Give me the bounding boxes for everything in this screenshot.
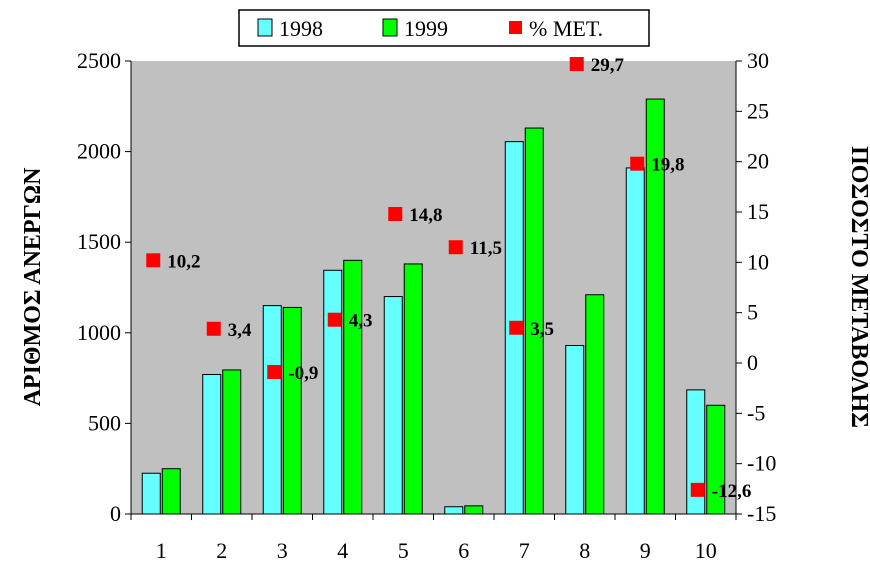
x-tick-label: 10: [695, 538, 717, 563]
bar-1998-9: [625, 167, 645, 515]
legend-label-pct: % ΜΕΤ.: [529, 16, 603, 41]
y2-tick-label: 0: [747, 350, 758, 375]
data-label-pct-4: 4,3: [349, 311, 373, 332]
marker-pct-5: [388, 207, 403, 222]
marker-pct-9: [630, 156, 645, 171]
y2-tick-label: 20: [747, 149, 769, 174]
data-label-pct-1: 10,2: [167, 251, 200, 272]
x-tick-label: 3: [277, 538, 288, 563]
data-label-pct-6: 11,5: [470, 238, 502, 259]
x-tick-label: 2: [216, 538, 227, 563]
bar-1998-3: [262, 305, 282, 515]
legend-swatch-1998: [257, 18, 273, 37]
x-tick-label: 8: [579, 538, 590, 563]
y2-axis-title: ΠΟΣΟΣΤΟ ΜΕΤΑΒΟΛΗΣ: [846, 146, 870, 428]
y2-tick-label: -15: [747, 501, 776, 526]
marker-pct-7: [509, 320, 524, 335]
y2-tick-label: 25: [747, 98, 769, 123]
legend-swatch-1999: [382, 18, 398, 37]
y2-tick-label: 5: [747, 300, 758, 325]
markers-layer: 10,2 3,4 -0,9 4,3 14,8 11,5 3,5 29,7 19,8 -12,6: [146, 55, 751, 502]
y2-tick-label: -10: [747, 451, 776, 476]
x-tick-label: 1: [156, 538, 167, 563]
data-label-pct-8: 29,7: [591, 55, 625, 76]
bar-1999-6: [464, 505, 484, 515]
bar-1998-6: [444, 506, 464, 515]
x-tick-label: 6: [458, 538, 469, 563]
data-label-pct-7: 3,5: [530, 319, 554, 340]
axes-layer: 05001000150020002500-15-10-5051015202530…: [77, 48, 776, 563]
marker-pct-6: [448, 240, 463, 255]
bar-1999-3: [282, 306, 302, 515]
bar-1999-1: [161, 468, 181, 515]
x-tick-label: 9: [640, 538, 651, 563]
plot-area: [131, 61, 736, 514]
bar-1999-8: [585, 294, 605, 515]
y2-tick-label: 10: [747, 249, 769, 274]
marker-pct-8: [569, 57, 584, 72]
legend: 1998 1999 % ΜΕΤ.: [238, 9, 650, 47]
x-tick-label: 7: [519, 538, 530, 563]
bar-1998-1: [141, 472, 161, 515]
x-tick-label: 5: [398, 538, 409, 563]
y-axis-title: ΑΡΙΘΜΟΣ ΑΝΕΡΓΩΝ: [20, 167, 46, 407]
y2-tick-label: 15: [747, 199, 769, 224]
marker-pct-3: [267, 365, 282, 380]
bar-1998-8: [565, 344, 585, 515]
marker-pct-4: [327, 312, 342, 327]
marker-pct-10: [690, 482, 705, 497]
y-tick-label: 1000: [77, 320, 121, 345]
legend-label-1998: 1998: [279, 16, 323, 41]
bar-1998-5: [383, 296, 403, 515]
y-tick-label: 2000: [77, 139, 121, 164]
bar-1999-4: [343, 259, 363, 515]
bars-layer: [141, 98, 726, 515]
marker-pct-2: [206, 321, 221, 336]
data-label-pct-3: -0,9: [288, 363, 318, 384]
y2-tick-label: 30: [747, 48, 769, 73]
bar-1999-5: [403, 263, 423, 515]
x-tick-label: 4: [337, 538, 348, 563]
y-tick-label: 0: [110, 501, 121, 526]
data-label-pct-5: 14,8: [409, 205, 442, 226]
y2-tick-label: -5: [747, 400, 765, 425]
y-tick-label: 2500: [77, 48, 121, 73]
data-label-pct-10: -12,6: [712, 481, 752, 502]
data-label-pct-2: 3,4: [228, 320, 252, 341]
y-tick-label: 1500: [77, 229, 121, 254]
marker-pct-1: [146, 253, 161, 268]
legend-box: [238, 9, 650, 47]
legend-swatch-pct: [509, 21, 522, 34]
data-label-pct-9: 19,8: [651, 155, 684, 176]
bar-1998-2: [202, 373, 222, 515]
legend-label-1999: 1999: [404, 16, 448, 41]
bar-1998-4: [323, 269, 343, 515]
bar-1999-2: [222, 369, 242, 515]
y-tick-label: 500: [88, 410, 121, 435]
